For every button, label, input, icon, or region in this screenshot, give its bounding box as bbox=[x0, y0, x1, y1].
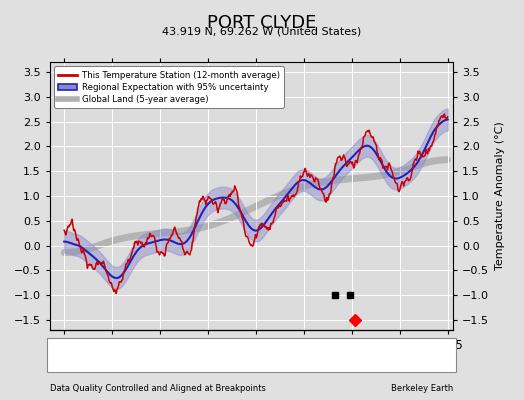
Text: PORT CLYDE: PORT CLYDE bbox=[208, 14, 316, 32]
Text: Data Quality Controlled and Aligned at Breakpoints: Data Quality Controlled and Aligned at B… bbox=[50, 384, 266, 393]
Text: Time of Obs. Change: Time of Obs. Change bbox=[270, 350, 361, 360]
Y-axis label: Temperature Anomaly (°C): Temperature Anomaly (°C) bbox=[495, 122, 505, 270]
Text: Berkeley Earth: Berkeley Earth bbox=[391, 384, 453, 393]
Text: Record Gap: Record Gap bbox=[178, 350, 229, 360]
Text: ▼: ▼ bbox=[254, 350, 263, 360]
Text: ◆: ◆ bbox=[60, 350, 69, 360]
Text: ▲: ▲ bbox=[162, 350, 171, 360]
Text: Station Move: Station Move bbox=[76, 350, 133, 360]
Text: ■: ■ bbox=[356, 350, 367, 360]
Legend: This Temperature Station (12-month average), Regional Expectation with 95% uncer: This Temperature Station (12-month avera… bbox=[54, 66, 284, 108]
Text: 43.919 N, 69.262 W (United States): 43.919 N, 69.262 W (United States) bbox=[162, 26, 362, 36]
Text: Empirical Break: Empirical Break bbox=[372, 350, 441, 360]
